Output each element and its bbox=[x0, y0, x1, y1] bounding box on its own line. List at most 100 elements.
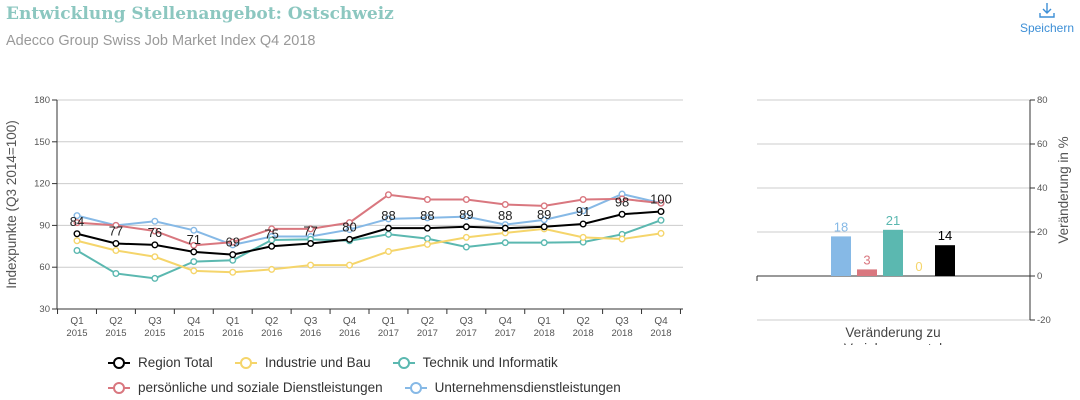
y-tick-label: 120 bbox=[34, 179, 50, 190]
data-label: 84 bbox=[70, 214, 84, 229]
data-point-region-total bbox=[151, 241, 159, 249]
data-point-pers-nliche-und-soziale-dienstleistungen bbox=[229, 238, 237, 246]
data-point-technik-und-informatik bbox=[540, 239, 548, 247]
data-point-region-total bbox=[112, 240, 120, 248]
x-axis-title-line1: Veränderung zu bbox=[845, 325, 940, 340]
data-label: 80 bbox=[342, 219, 356, 234]
legend-marker-icon bbox=[108, 381, 130, 394]
bar-label: 21 bbox=[886, 213, 900, 228]
y-tick-label: 30 bbox=[39, 304, 50, 315]
legend-item[interactable]: Unternehmensdienstleistungen bbox=[404, 380, 621, 395]
data-point-industrie-und-bau bbox=[618, 235, 626, 243]
legend-item[interactable]: Industrie und Bau bbox=[234, 355, 371, 370]
legend-marker-icon bbox=[404, 381, 427, 394]
chart-title: Entwicklung Stellenangebot: Ostschweiz bbox=[6, 4, 394, 24]
y-tick-label: 80 bbox=[1037, 95, 1048, 106]
data-point-technik-und-informatik bbox=[423, 235, 431, 243]
data-point-technik-und-informatik bbox=[657, 216, 665, 224]
data-point-region-total bbox=[73, 230, 81, 238]
save-button[interactable]: Speichern bbox=[1020, 2, 1074, 35]
data-point-region-total bbox=[268, 242, 276, 250]
data-point-unternehmensdienstleistungen bbox=[346, 226, 354, 234]
x-tick-label-year: 2017 bbox=[495, 328, 516, 339]
legend-item[interactable]: persönliche und soziale Dienstleistungen bbox=[108, 380, 383, 395]
bar-label: 14 bbox=[938, 228, 952, 243]
data-point-unternehmensdienstleistungen bbox=[579, 207, 587, 215]
data-point-technik-und-informatik bbox=[151, 274, 159, 282]
bar-label: 0 bbox=[915, 259, 922, 274]
data-point-region-total bbox=[190, 248, 198, 256]
bar-label: 3 bbox=[863, 252, 870, 267]
data-point-unternehmensdienstleistungen bbox=[384, 215, 392, 223]
data-label: 69 bbox=[225, 235, 239, 250]
save-label: Speichern bbox=[1019, 21, 1074, 35]
legend-item[interactable]: Region Total bbox=[108, 355, 213, 370]
legend-marker-icon bbox=[108, 356, 130, 369]
x-axis-title-line2: Vorjahresquartal bbox=[844, 341, 942, 345]
data-label: 88 bbox=[381, 208, 395, 223]
data-point-unternehmensdienstleistungen bbox=[73, 212, 81, 220]
data-point-pers-nliche-und-soziale-dienstleistungen bbox=[423, 195, 431, 203]
x-tick-label-year: 2018 bbox=[611, 328, 632, 339]
data-label: 75 bbox=[264, 226, 278, 241]
data-point-pers-nliche-und-soziale-dienstleistungen bbox=[657, 199, 665, 207]
data-label: 76 bbox=[148, 225, 162, 240]
data-point-technik-und-informatik bbox=[190, 258, 198, 266]
x-tick-label-quarter: Q2 bbox=[421, 316, 435, 327]
data-point-region-total bbox=[579, 220, 587, 228]
data-point-industrie-und-bau bbox=[462, 233, 470, 241]
y-tick-label: 20 bbox=[1037, 227, 1048, 238]
x-tick-label-year: 2015 bbox=[183, 328, 204, 339]
x-tick-label-quarter: Q1 bbox=[70, 316, 84, 327]
data-point-pers-nliche-und-soziale-dienstleistungen bbox=[112, 221, 120, 229]
series-line-industrie-und-bau bbox=[76, 227, 662, 274]
x-tick-label-quarter: Q2 bbox=[109, 316, 123, 327]
data-point-unternehmensdienstleistungen bbox=[423, 214, 431, 222]
y-tick-label: 60 bbox=[39, 262, 50, 273]
data-point-industrie-und-bau bbox=[112, 246, 120, 254]
x-tick-label-quarter: Q4 bbox=[654, 316, 668, 327]
data-point-pers-nliche-und-soziale-dienstleistungen bbox=[307, 225, 315, 233]
data-point-unternehmensdienstleistungen bbox=[151, 217, 159, 225]
bar-region-total bbox=[935, 245, 955, 276]
x-tick-label-year: 2016 bbox=[339, 328, 360, 339]
data-point-region-total bbox=[229, 251, 237, 259]
series-line-region-total bbox=[76, 210, 662, 256]
data-label: 88 bbox=[498, 208, 512, 223]
data-label: 89 bbox=[537, 207, 551, 222]
x-tick-label-quarter: Q3 bbox=[615, 316, 629, 327]
data-point-pers-nliche-und-soziale-dienstleistungen bbox=[73, 219, 81, 227]
data-point-industrie-und-bau bbox=[423, 240, 431, 248]
data-point-pers-nliche-und-soziale-dienstleistungen bbox=[618, 195, 626, 203]
data-point-pers-nliche-und-soziale-dienstleistungen bbox=[501, 200, 509, 208]
x-tick-label-year: 2015 bbox=[144, 328, 165, 339]
data-point-pers-nliche-und-soziale-dienstleistungen bbox=[384, 191, 392, 199]
series-line-pers-nliche-und-soziale-dienstleistungen bbox=[76, 193, 662, 247]
legend-label: Region Total bbox=[138, 355, 213, 370]
x-tick-label-quarter: Q1 bbox=[382, 316, 396, 327]
y-tick-label: 180 bbox=[34, 95, 50, 106]
data-point-region-total bbox=[384, 224, 392, 232]
data-point-region-total bbox=[346, 235, 354, 243]
legend: Region Total Industrie und Bau Technik und… bbox=[108, 350, 643, 400]
data-label: 98 bbox=[615, 194, 629, 209]
x-tick-label-year: 2016 bbox=[222, 328, 243, 339]
data-point-pers-nliche-und-soziale-dienstleistungen bbox=[346, 219, 354, 227]
legend-item[interactable]: Technik und Informatik bbox=[392, 355, 558, 370]
y-tick-label: -20 bbox=[1037, 315, 1051, 326]
data-point-industrie-und-bau bbox=[229, 268, 237, 276]
data-point-technik-und-informatik bbox=[112, 269, 120, 277]
data-point-unternehmensdienstleistungen bbox=[540, 216, 548, 224]
data-point-technik-und-informatik bbox=[229, 256, 237, 264]
data-label: 71 bbox=[187, 232, 201, 247]
x-tick-label-quarter: Q3 bbox=[304, 316, 318, 327]
data-point-industrie-und-bau bbox=[190, 267, 198, 275]
x-tick-label-quarter: Q1 bbox=[226, 316, 240, 327]
data-point-technik-und-informatik bbox=[462, 243, 470, 251]
legend-label: Industrie und Bau bbox=[264, 355, 371, 370]
data-point-industrie-und-bau bbox=[346, 261, 354, 269]
data-point-industrie-und-bau bbox=[384, 247, 392, 255]
data-point-pers-nliche-und-soziale-dienstleistungen bbox=[268, 225, 276, 233]
legend-label: Unternehmensdienstleistungen bbox=[434, 380, 621, 395]
